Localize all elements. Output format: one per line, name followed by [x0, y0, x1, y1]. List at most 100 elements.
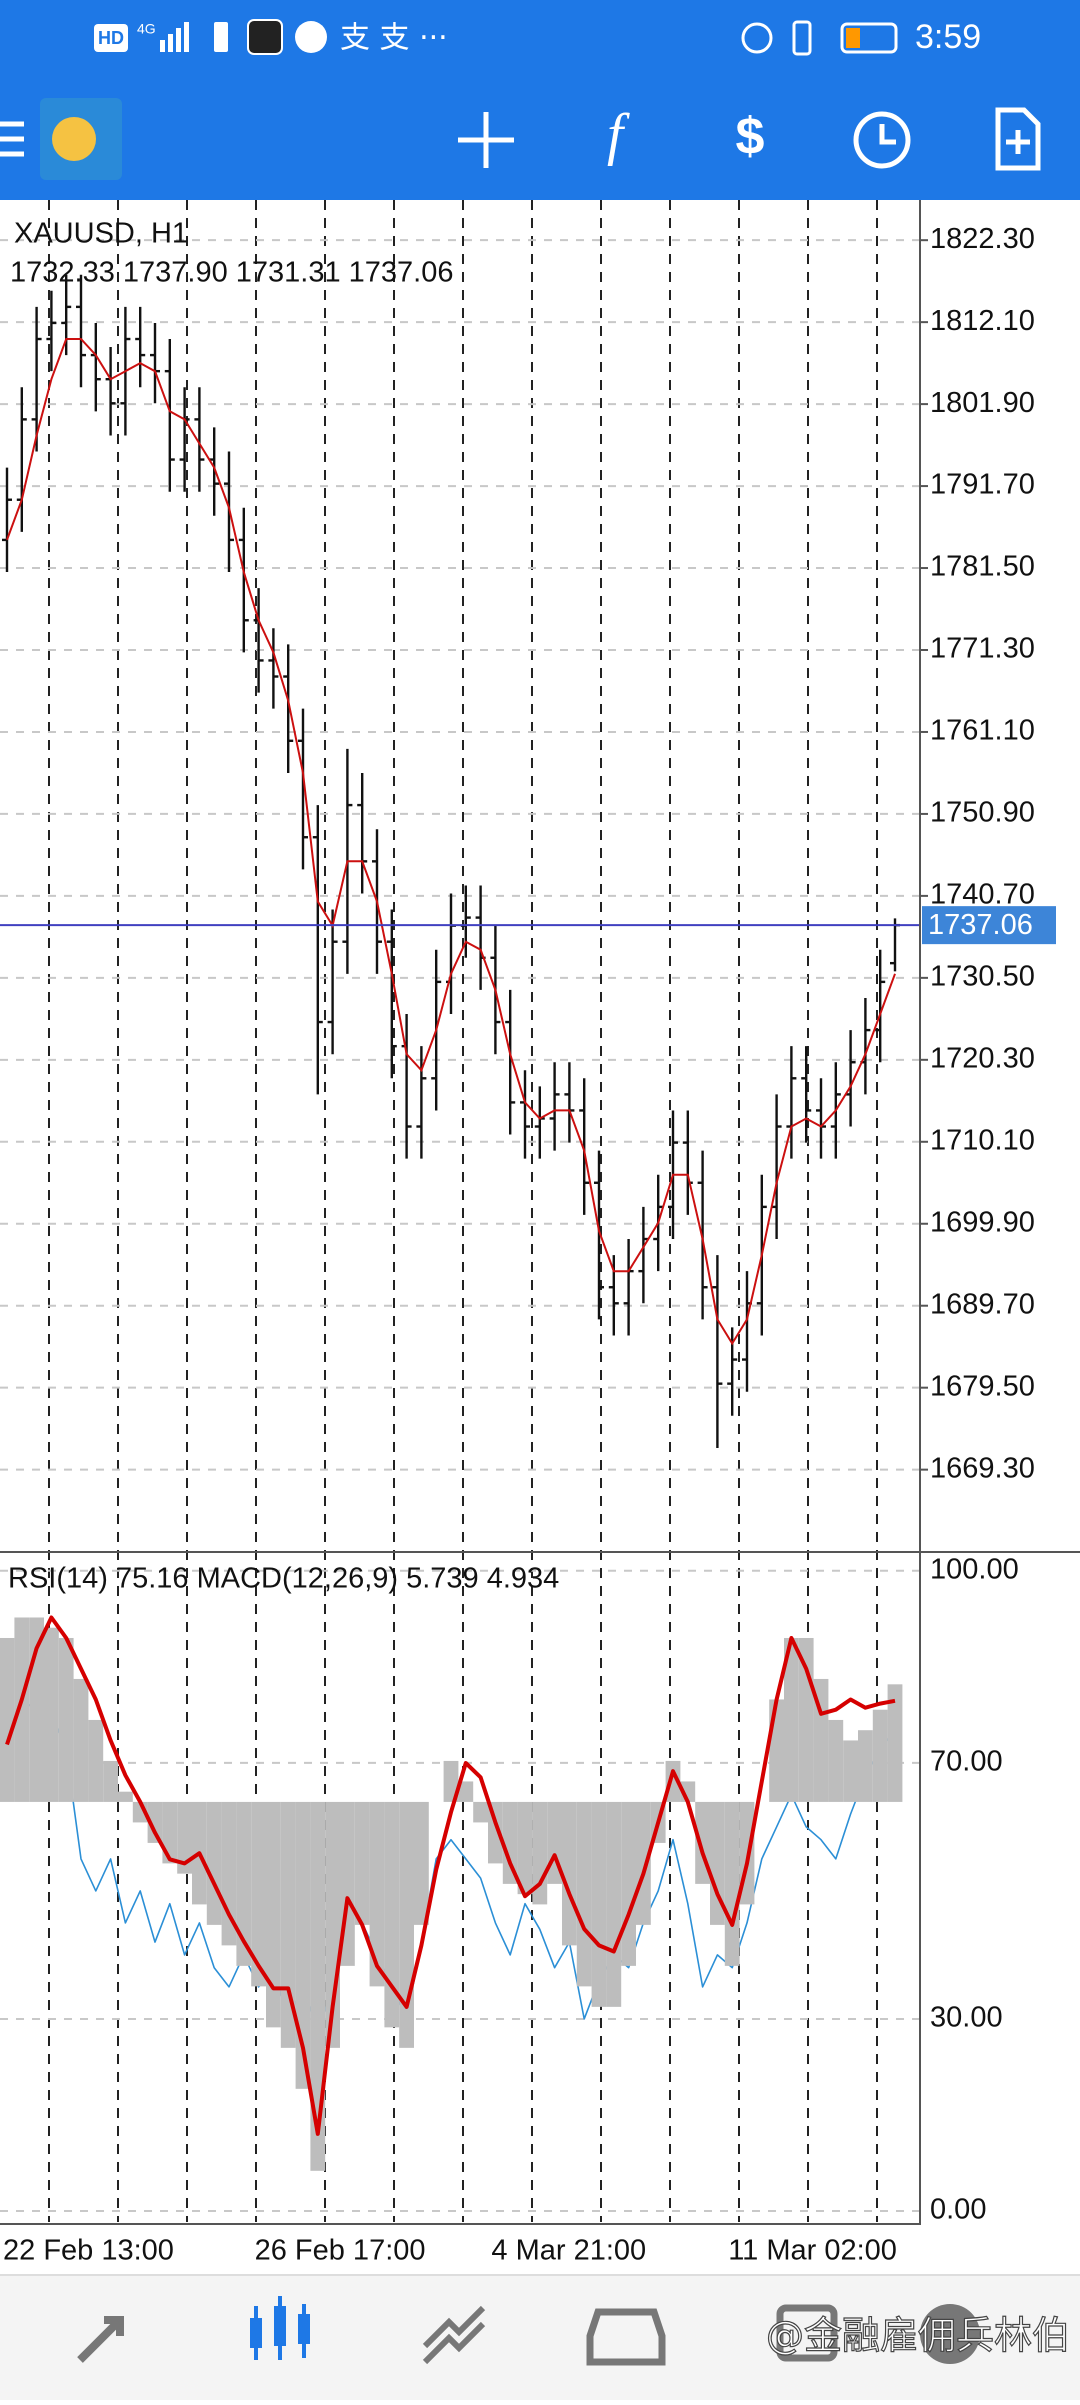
y-tick-label: 1669.30: [930, 1452, 1035, 1484]
histogram-bar: [621, 1801, 636, 1966]
app-icon: [295, 21, 327, 53]
x-tick-label: 4 Mar 21:00: [491, 2235, 646, 2267]
histogram-bar: [813, 1678, 829, 1802]
histogram-bar: [236, 1801, 252, 1966]
histogram-bar: [266, 1801, 281, 2028]
histogram-bar: [517, 1801, 533, 1895]
histogram-bar: [58, 1637, 74, 1802]
histogram-bar: [295, 1801, 311, 2089]
y-tick-label: 1771.30: [930, 633, 1035, 665]
vibrate-icon: [792, 20, 812, 56]
histogram-bar: [443, 1760, 459, 1802]
histogram-bar: [562, 1801, 577, 1946]
histogram-bar: [118, 1791, 133, 1802]
indicator-line: [5, 1615, 896, 2136]
histogram-bar: [354, 1801, 370, 1925]
timeframe-icon-hands: [879, 124, 896, 145]
histogram-bar: [784, 1637, 799, 1802]
chart-title: XAUUSD, H1: [14, 218, 188, 250]
y-tick-label: 1761.10: [930, 715, 1035, 747]
histogram-bar: [88, 1719, 104, 1802]
histogram-bar: [162, 1801, 178, 1864]
timeframe-icon[interactable]: [853, 111, 911, 169]
histogram-bar: [384, 1801, 400, 2028]
new-order-plus: [1006, 130, 1030, 154]
y-tick-label: 1710.10: [930, 1124, 1035, 1156]
histogram-bar: [206, 1801, 222, 1925]
histogram-bar: [828, 1719, 844, 1802]
y-tick-label: 1699.90: [930, 1206, 1035, 1238]
trade-tab[interactable]: [422, 2305, 486, 2365]
histogram-bar: [843, 1740, 858, 1802]
signal-bars: [160, 22, 189, 52]
last-price-label: 1737.06: [928, 909, 1033, 941]
y-tick-label: 1791.70: [930, 469, 1035, 501]
histogram-bar: [606, 1801, 622, 2007]
settings-tab[interactable]: [920, 2304, 980, 2364]
histogram-bar: [399, 1801, 414, 2048]
histogram-bar: [310, 1801, 326, 2171]
histogram-bar: [177, 1801, 192, 1874]
hd-badge: [94, 24, 128, 52]
histogram-bar: [636, 1801, 651, 1925]
histogram-bar: [414, 1801, 429, 1925]
histogram-bar: [458, 1781, 474, 1802]
objects-icon[interactable]: $: [736, 108, 765, 166]
y-tick-label: 100.00: [930, 1553, 1019, 1585]
indicator-title: RSI(14) 75.16 MACD(12,26,9) 5.739 4.934: [8, 1563, 559, 1595]
status-time: 3:59: [915, 18, 981, 56]
x-tick-label: 22 Feb 13:00: [3, 2235, 174, 2267]
histogram-bar: [591, 1801, 607, 2007]
x-tick-label: 26 Feb 17:00: [255, 2235, 426, 2267]
mt-logo-mark: [52, 117, 96, 161]
y-tick-label: 1730.50: [930, 961, 1035, 993]
y-tick-label: 30.00: [930, 2002, 1003, 2034]
histogram-bar: [369, 1801, 385, 1987]
y-tick-label: 0.00: [930, 2194, 986, 2226]
status-notifications: 支 支 ···: [340, 21, 448, 56]
watermark: @金融雇佣兵林伯: [766, 2314, 1070, 2358]
app-icon: [247, 19, 283, 55]
quotes-tab[interactable]: [77, 2316, 124, 2363]
y-tick-label: 1812.10: [930, 305, 1035, 337]
y-tick-label: 1750.90: [930, 797, 1035, 829]
histogram-bar: [473, 1801, 488, 1823]
y-tick-label: 1822.30: [930, 223, 1035, 255]
chart-tab[interactable]: [250, 2296, 310, 2360]
messages-tab[interactable]: [776, 2304, 838, 2362]
histogram-bar: [73, 1678, 89, 1802]
indicator-line: [6, 1698, 896, 2033]
histogram-bar: [280, 1801, 296, 2048]
histogram-bar: [887, 1684, 903, 1802]
y-tick-label: 1689.70: [930, 1288, 1035, 1320]
y-tick-label: 1679.50: [930, 1370, 1035, 1402]
histogram-bar: [14, 1617, 30, 1802]
y-tick-label: 1801.90: [930, 387, 1035, 419]
sim-icon: [214, 22, 228, 52]
histogram-bar: [710, 1801, 725, 1925]
x-tick-label: 11 Mar 02:00: [728, 2235, 897, 2267]
histogram-bar: [251, 1801, 266, 1987]
y-tick-label: 70.00: [930, 1745, 1003, 1777]
histogram-bar: [147, 1801, 163, 1843]
histogram-bar: [0, 1637, 15, 1802]
new-order-icon[interactable]: [995, 107, 1041, 171]
history-tab[interactable]: [586, 2308, 666, 2366]
histogram-bar: [44, 1627, 59, 1802]
chart-area: 1822.30 1812.10 1801.90 1791.70 1781.50 1771.…: [0, 200, 1080, 2267]
histogram-bar: [858, 1730, 873, 1802]
y-tick-label: 1781.50: [930, 551, 1035, 583]
moving-average: [6, 338, 896, 1346]
menu-icon[interactable]: [0, 121, 24, 157]
histogram-bar: [769, 1699, 784, 1802]
histogram-bar: [103, 1760, 118, 1802]
y-tick-label: 1740.70: [930, 879, 1035, 911]
bottom-nav: [0, 2275, 1080, 2400]
battery-icon: [840, 22, 898, 54]
crosshair-icon[interactable]: [458, 112, 514, 168]
alarm-icon: [741, 22, 773, 54]
histogram-bar: [872, 1709, 888, 1802]
status-signal: 4G: [137, 21, 156, 37]
histogram-bar: [665, 1760, 681, 1802]
